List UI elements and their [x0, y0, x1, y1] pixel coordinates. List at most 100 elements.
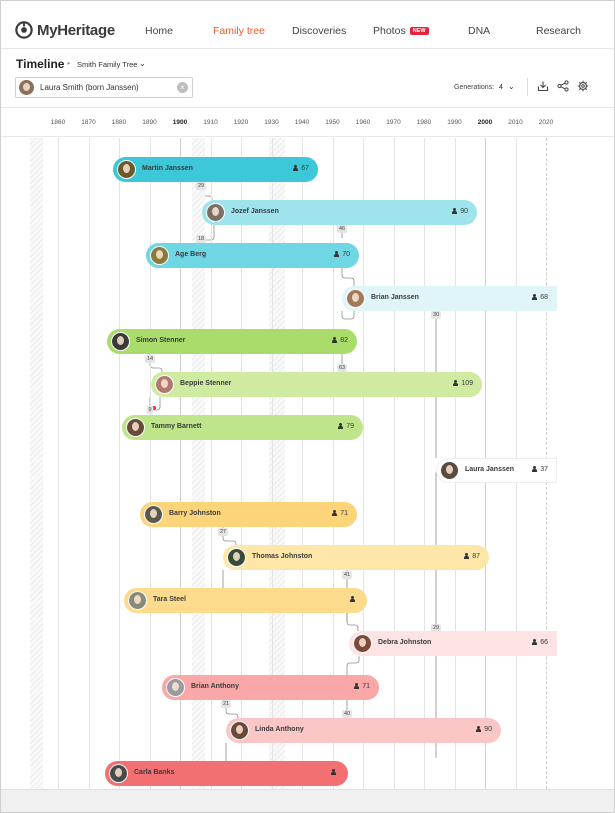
person-avatar[interactable] — [109, 764, 128, 783]
nav-research[interactable]: Research — [536, 25, 581, 37]
download-icon[interactable] — [537, 80, 549, 92]
page-title: Timeline — [16, 57, 65, 71]
person-age: 90 — [452, 208, 468, 215]
person-name[interactable]: Linda Anthony — [255, 726, 304, 733]
year-label-1870: 1870 — [81, 119, 96, 126]
year-label-1880: 1880 — [111, 119, 127, 126]
person-avatar[interactable] — [144, 505, 163, 524]
connector-line — [341, 268, 355, 286]
person-avatar[interactable] — [166, 678, 185, 697]
person-avatar[interactable] — [230, 721, 249, 740]
person-name[interactable]: Age Berg — [175, 251, 207, 258]
person-name[interactable]: Tammy Barnett — [151, 423, 202, 430]
person-bar[interactable]: Linda Anthony 90 — [226, 718, 501, 743]
person-name[interactable]: Thomas Johnston — [252, 553, 313, 560]
person-avatar[interactable] — [155, 375, 174, 394]
settings-gear-icon[interactable] — [577, 80, 589, 92]
person-icon — [338, 423, 344, 429]
person-name[interactable]: Jozef Janssen — [231, 208, 279, 215]
person-avatar[interactable] — [440, 461, 459, 480]
person-age: 90 — [476, 726, 492, 733]
person-avatar[interactable] — [353, 634, 372, 653]
person-avatar[interactable] — [126, 418, 145, 437]
person-icon — [354, 683, 360, 689]
clear-icon[interactable]: × — [177, 82, 188, 93]
person-age-value: 66 — [540, 639, 548, 646]
person-age: 67 — [293, 165, 309, 172]
person-bar[interactable]: Martin Janssen 67 — [113, 157, 318, 182]
generation-gap-label: 21 — [220, 700, 232, 708]
year-label-1970: 1970 — [386, 119, 401, 126]
timeline-chart: Martin Janssen 67 Jozef Janssen 90 Age Berg 7… — [1, 138, 614, 789]
person-bar[interactable]: Simon Stenner 82 — [107, 329, 357, 354]
person-search-field[interactable]: Laura Smith (born Janssen) × — [15, 77, 193, 98]
generation-gap-label: 18 — [195, 235, 207, 243]
gridline — [58, 138, 59, 789]
person-age-value: 82 — [340, 337, 348, 344]
gridline — [333, 138, 334, 789]
person-avatar[interactable] — [111, 332, 130, 351]
person-age-value: 71 — [340, 510, 348, 517]
generations-select[interactable]: 4 — [499, 84, 503, 91]
tree-selector[interactable]: Smith Family Tree — [77, 60, 138, 69]
person-bar[interactable]: Age Berg 70 — [146, 243, 359, 268]
share-icon[interactable] — [557, 80, 569, 92]
person-bar[interactable]: Tammy Barnett 79 — [122, 415, 363, 440]
nav-photos-label: Photos — [373, 25, 406, 37]
gridline — [424, 138, 425, 789]
nav-discoveries[interactable]: Discoveries — [292, 25, 347, 37]
person-bar[interactable]: Tara Steel — [124, 588, 367, 613]
person-bar[interactable]: Debra Johnston 66 — [349, 631, 557, 656]
person-bar[interactable]: Brian Anthony 71 — [162, 675, 379, 700]
person-bar[interactable]: Barry Johnston 71 — [140, 502, 357, 527]
gridline — [150, 138, 151, 789]
person-name[interactable]: Martin Janssen — [142, 165, 193, 172]
person-bar[interactable]: Carla Banks — [105, 761, 348, 786]
logo[interactable]: MyHeritage — [15, 21, 115, 39]
nav-home[interactable]: Home — [145, 25, 174, 37]
person-bar[interactable]: Jozef Janssen 90 — [202, 200, 477, 225]
person-name[interactable]: Debra Johnston — [378, 639, 432, 646]
person-age: 71 — [354, 683, 370, 690]
top-nav: MyHeritage Home Family tree Discoveries … — [1, 1, 614, 49]
person-bar[interactable]: Laura Janssen 37 — [436, 458, 557, 483]
person-name[interactable]: Laura Janssen — [465, 466, 515, 473]
period-band — [192, 138, 205, 789]
generation-gap-label: 29 — [430, 624, 442, 632]
person-name[interactable]: Carla Banks — [134, 769, 175, 776]
year-label-1860: 1860 — [50, 119, 66, 126]
person-name[interactable]: Brian Janssen — [371, 294, 419, 301]
nav-photos[interactable]: Photos NEW — [373, 25, 429, 37]
gridline — [363, 138, 364, 789]
generation-gap-label: 29 — [195, 182, 207, 190]
person-avatar[interactable] — [150, 246, 169, 265]
nav-dna[interactable]: DNA — [468, 25, 491, 37]
person-name[interactable]: Simon Stenner — [136, 337, 186, 344]
person-name[interactable]: Barry Johnston — [169, 510, 221, 517]
generation-gap-label: 46 — [336, 225, 348, 233]
person-age: 70 — [334, 251, 350, 258]
chevron-down-icon[interactable]: ⌄ — [139, 59, 146, 68]
person-avatar[interactable] — [227, 548, 246, 567]
toolbar-divider — [527, 78, 528, 96]
person-bar[interactable]: Thomas Johnston 87 — [223, 545, 489, 570]
generation-gap-label: 63 — [336, 364, 348, 372]
person-avatar[interactable] — [346, 289, 365, 308]
connector-line — [341, 311, 355, 320]
person-name[interactable]: Beppie Stenner — [180, 380, 232, 387]
person-age-value: 109 — [461, 380, 473, 387]
person-bar[interactable]: Brian Janssen 68 — [342, 286, 557, 311]
person-avatar[interactable] — [128, 591, 147, 610]
nav-family-tree[interactable]: Family tree — [213, 25, 265, 37]
person-bar[interactable]: Beppie Stenner 109 — [151, 372, 482, 397]
chevron-down-icon[interactable]: ⌄ — [508, 82, 515, 91]
person-avatar[interactable] — [206, 203, 225, 222]
generations-label: Generations: — [454, 84, 495, 91]
title-separator: • — [67, 59, 70, 68]
gridline — [272, 138, 273, 789]
person-icon — [532, 639, 538, 645]
person-avatar[interactable] — [117, 160, 136, 179]
person-name[interactable]: Brian Anthony — [191, 683, 239, 690]
person-name[interactable]: Tara Steel — [153, 596, 186, 603]
